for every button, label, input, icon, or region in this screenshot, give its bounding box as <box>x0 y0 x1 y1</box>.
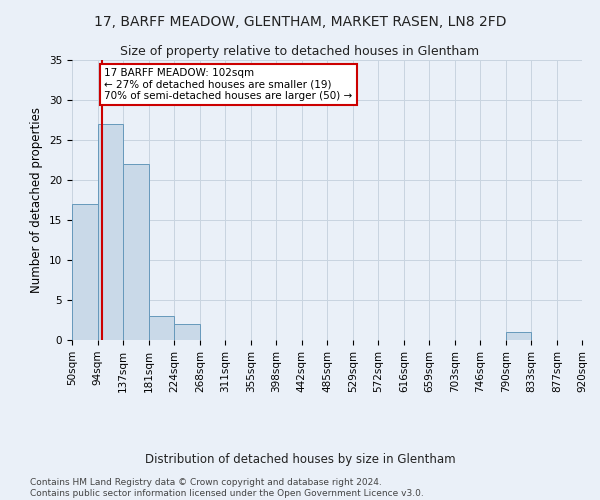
Bar <box>123 164 149 340</box>
Text: Size of property relative to detached houses in Glentham: Size of property relative to detached ho… <box>121 45 479 58</box>
Bar <box>72 204 98 340</box>
Bar <box>506 332 531 340</box>
Bar <box>98 124 123 340</box>
Text: Contains HM Land Registry data © Crown copyright and database right 2024.
Contai: Contains HM Land Registry data © Crown c… <box>30 478 424 498</box>
Bar <box>174 324 200 340</box>
Bar <box>149 316 174 340</box>
Y-axis label: Number of detached properties: Number of detached properties <box>31 107 43 293</box>
Text: 17, BARFF MEADOW, GLENTHAM, MARKET RASEN, LN8 2FD: 17, BARFF MEADOW, GLENTHAM, MARKET RASEN… <box>94 15 506 29</box>
Text: Distribution of detached houses by size in Glentham: Distribution of detached houses by size … <box>145 452 455 466</box>
Text: 17 BARFF MEADOW: 102sqm
← 27% of detached houses are smaller (19)
70% of semi-de: 17 BARFF MEADOW: 102sqm ← 27% of detache… <box>104 68 352 101</box>
